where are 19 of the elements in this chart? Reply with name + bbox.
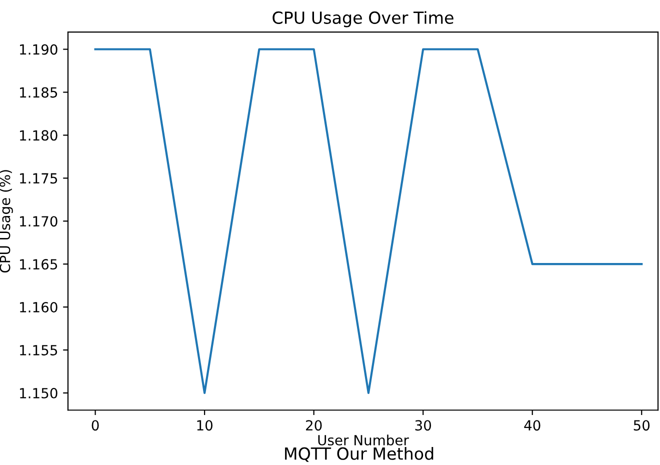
x-tick-label: 20 — [306, 420, 322, 431]
y-tick-label: 1.180 — [20, 130, 58, 141]
y-axis-title: CPU Usage (%) — [0, 170, 13, 273]
y-tick-label: 1.175 — [20, 173, 58, 184]
y-tick-label: 1.150 — [20, 388, 58, 398]
x-tick-label: 30 — [415, 420, 432, 431]
y-tick-label: 1.165 — [20, 259, 58, 270]
x-tick-label: 40 — [524, 420, 540, 431]
chart-title: CPU Usage Over Time — [272, 11, 454, 28]
y-tick-label: 1.160 — [20, 302, 58, 312]
y-tick-label: 1.190 — [20, 44, 58, 55]
x-axis-title: User Number — [318, 434, 409, 446]
text: MQTT Our Method — [285, 447, 434, 462]
x-tick-label: 0 — [92, 420, 99, 431]
x-tick-label: 50 — [634, 420, 650, 431]
x-tick-label: 10 — [197, 420, 212, 431]
y-tick-label: 1.185 — [20, 87, 58, 98]
y-tick-label: 1.170 — [20, 216, 58, 227]
y-tick-label: 1.155 — [20, 345, 58, 356]
